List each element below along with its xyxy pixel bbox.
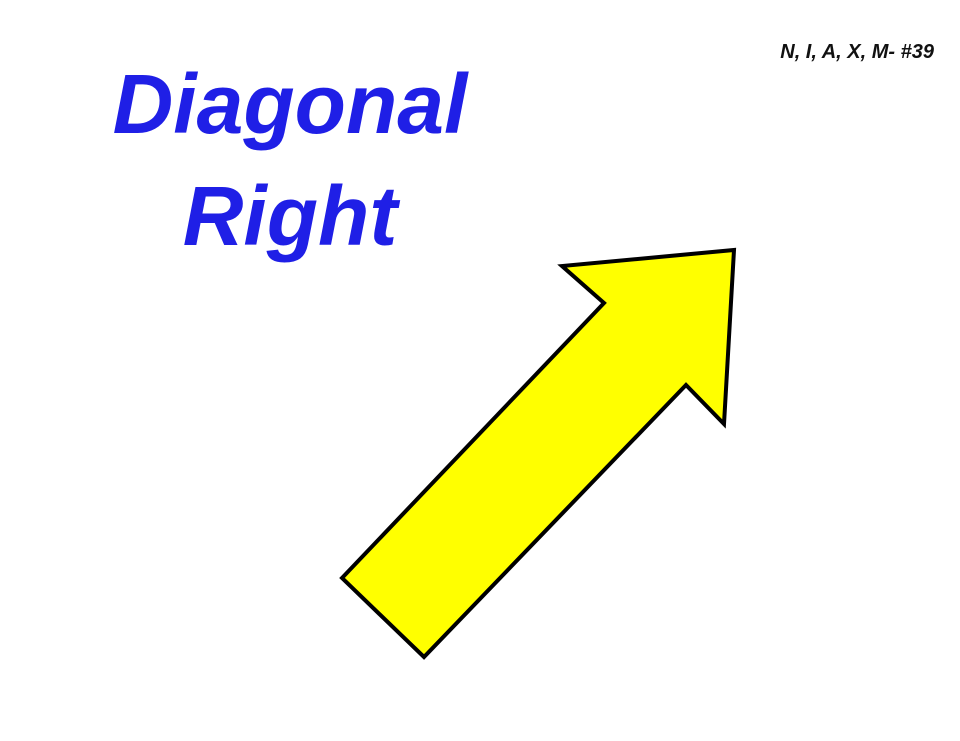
title-line-1: Diagonal (112, 57, 468, 151)
diagonal-right-arrow-icon (339, 247, 737, 660)
page-title: Diagonal Right (60, 48, 520, 272)
reference-label: N, I, A, X, M- #39 (780, 41, 934, 63)
title-line-2: Right (182, 169, 398, 263)
